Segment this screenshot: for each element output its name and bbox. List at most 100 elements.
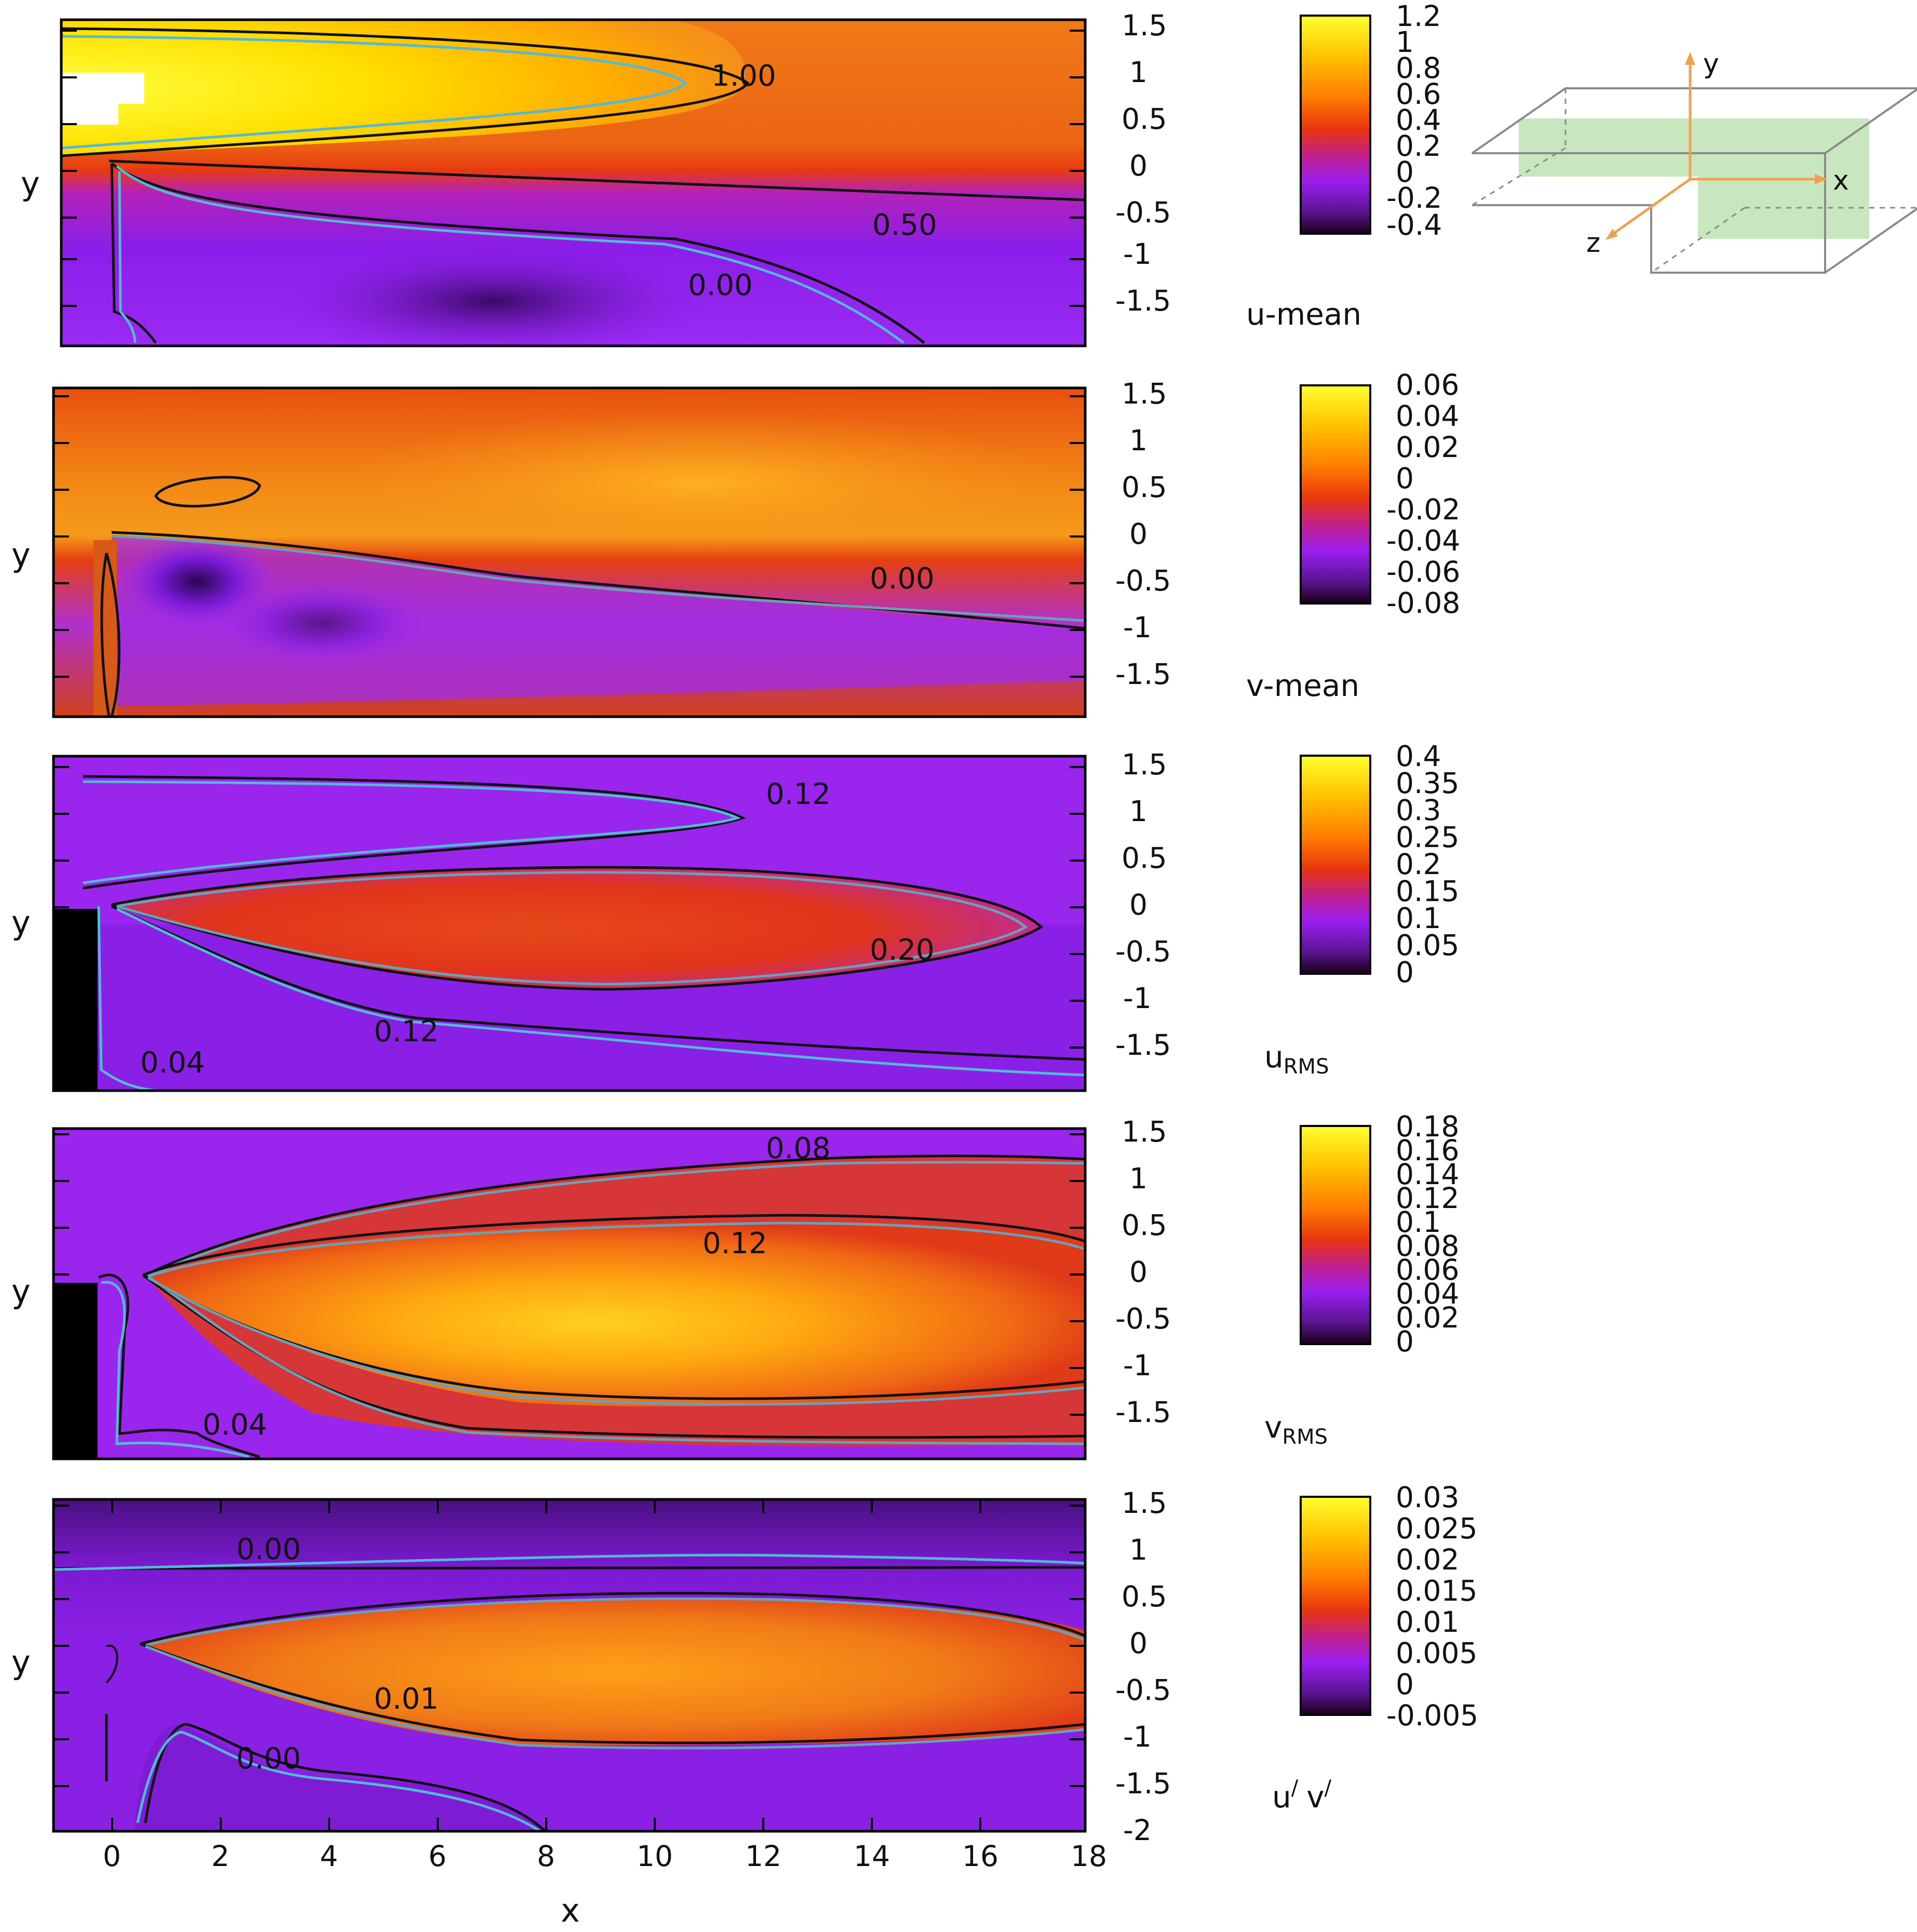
colorbar-tick-label: 0.02 (1396, 1301, 1459, 1334)
panel-uv: y 1.5 1 0.5 0 -0.5 -1 -1.5 -2 0 2 4 6 8 … (11, 1481, 1478, 1929)
colorbar-tick-label: -0.005 (1386, 1699, 1478, 1732)
panel-title: vRMS (1264, 1410, 1328, 1449)
colorbar-tick-label: 0.06 (1396, 1253, 1459, 1286)
inset-axis-label: x (1833, 165, 1849, 196)
negative-region (112, 535, 1085, 706)
contour-line (61, 27, 750, 157)
inset-axis-label: z (1586, 227, 1600, 259)
y-tick-label: -0.5 (1115, 196, 1171, 229)
colorbar-gradient (1300, 1125, 1371, 1345)
title-superscript-2: / (1325, 1776, 1332, 1800)
y-tick-label: 0 (1129, 888, 1148, 921)
contour-line (116, 165, 905, 344)
axis-arrow-z (1609, 178, 1691, 238)
colorbar-tick-label: 0.4 (1396, 740, 1441, 773)
colorbar-tick-label: 0 (1396, 1668, 1414, 1701)
x-tick-label: 12 (745, 1840, 781, 1873)
colorbar-tick-label: 0.1 (1396, 1205, 1441, 1239)
contour-label: 0.01 (374, 1682, 439, 1716)
panel-title: uRMS (1264, 1039, 1329, 1079)
colorbar: 0.18 0.16 0.14 0.12 0.1 0.08 0.06 0.04 0… (1300, 1110, 1459, 1358)
colorbar-tick-label: -0.08 (1386, 586, 1460, 620)
panel-u-mean: y 1.5 1 0.5 0 -0.5 -1 -1.5 1.00 0.50 0.0… (21, 0, 1442, 347)
inset-axis-label: y (1703, 48, 1719, 79)
y-tick-label: -1 (1123, 611, 1152, 644)
colorbar-tick-label: -0.06 (1386, 555, 1460, 588)
y-tick-label: 0.5 (1122, 102, 1167, 136)
colorbar-tick-label: 0.3 (1396, 794, 1441, 827)
y-tick-label: -1 (1123, 237, 1152, 271)
colorbar-tick-label: 0.12 (1396, 1182, 1459, 1215)
y-tick-label: -0.5 (1115, 1673, 1171, 1707)
y-tick-label: -1.5 (1115, 1767, 1171, 1800)
colorbar-ticks: 0.06 0.04 0.02 0 -0.02 -0.04 -0.06 -0.08 (1386, 368, 1460, 620)
y-tick-label: 1 (1129, 56, 1148, 89)
panel-u-rms: y 1.5 1 0.5 0 -0.5 -1 -1.5 0.12 0.20 0.1… (11, 740, 1459, 1092)
y-tick-marks (61, 30, 1085, 307)
y-tick-label: -1.5 (1115, 1396, 1171, 1429)
contour-line (53, 1565, 1085, 1570)
y-tick-label: -1.5 (1115, 284, 1171, 317)
x-tick-marks (111, 1499, 981, 1831)
y-tick-label: 0.5 (1122, 471, 1167, 504)
y-tick-label: 1 (1129, 795, 1148, 828)
colorbar-tick-label: 0.03 (1396, 1481, 1459, 1514)
contour-label: 0.08 (766, 1132, 831, 1165)
colorbar-tick-label: 0.015 (1396, 1574, 1477, 1607)
contour-line (116, 907, 1085, 1077)
plot-frame (52, 386, 1087, 718)
y-axis-label: y (11, 536, 31, 574)
colorbar-tick-label: 0.16 (1396, 1134, 1459, 1167)
colorbar-ticks: 1.2 1 0.8 0.6 0.4 0.2 0 -0.2 -0.4 (1386, 0, 1442, 242)
box-edge (1824, 207, 1917, 274)
x-tick-label: 14 (854, 1840, 890, 1873)
contour-line (111, 163, 925, 344)
colorbar: 0.03 0.025 0.02 0.015 0.01 0.005 0 -0.00… (1300, 1481, 1478, 1732)
contour-line (53, 1553, 1085, 1571)
contour-line (111, 905, 1085, 1061)
y-tick-label: 1.5 (1122, 1486, 1167, 1520)
contour-line (111, 534, 1085, 622)
contour-line (136, 1730, 541, 1831)
plot-frame (52, 1127, 1087, 1460)
plot-frame (52, 1498, 1087, 1833)
contour-label: 0.00 (870, 562, 935, 596)
contour-label: 0.12 (703, 1227, 767, 1260)
contour-line (101, 1281, 250, 1458)
colorbar-tick-label: 0.06 (1396, 368, 1459, 401)
contour-line (147, 1276, 1085, 1406)
y-tick-label: -0.5 (1115, 1302, 1171, 1335)
warm-region (338, 410, 1064, 556)
high-intensity-region (145, 1220, 1085, 1407)
contour-line (61, 35, 687, 150)
colorbar-tick-label: 0.1 (1396, 902, 1441, 935)
contour-line (140, 1592, 1085, 1645)
contour-labels: 0.00 0.01 0.00 (236, 1533, 439, 1776)
contour-line (147, 1274, 1085, 1445)
panel-title: u-mean (1246, 297, 1361, 332)
contour-label: 0.00 (236, 1742, 301, 1776)
panel-v-rms: y 1.5 1 0.5 0 -0.5 -1 -1.5 0.08 0.12 0.0… (11, 1110, 1459, 1460)
y-tick-labels: 1.5 1 0.5 0 -0.5 -1 -1.5 (1115, 9, 1171, 317)
y-tick-marks (53, 766, 1085, 1049)
colorbar-tick-label: 0.05 (1396, 929, 1459, 962)
contour-line (140, 1642, 1085, 1745)
title-subscript: RMS (1284, 1055, 1329, 1079)
y-tick-label: -0.5 (1115, 935, 1171, 968)
y-tick-label: 0.5 (1122, 1580, 1167, 1613)
x-tick-label: 2 (211, 1840, 230, 1873)
colorbar: 0.06 0.04 0.02 0 -0.02 -0.04 -0.06 -0.08 (1300, 368, 1460, 620)
contour-line (98, 1273, 260, 1458)
colorbar-tick-label: 0.18 (1396, 1110, 1459, 1143)
y-tick-label: 0.5 (1122, 1209, 1167, 1242)
contour-line (116, 871, 1028, 986)
y-tick-label: 0 (1129, 149, 1148, 182)
y-tick-label: 1.5 (1122, 1115, 1167, 1148)
y-tick-label: 0.5 (1122, 841, 1167, 875)
contour-line (145, 1645, 1085, 1750)
y-tick-label: 1.5 (1122, 377, 1167, 410)
masked-region (61, 104, 118, 125)
contour-line (142, 1214, 1085, 1277)
colorbar-gradient (1300, 384, 1371, 605)
contour-line (147, 1161, 1085, 1278)
